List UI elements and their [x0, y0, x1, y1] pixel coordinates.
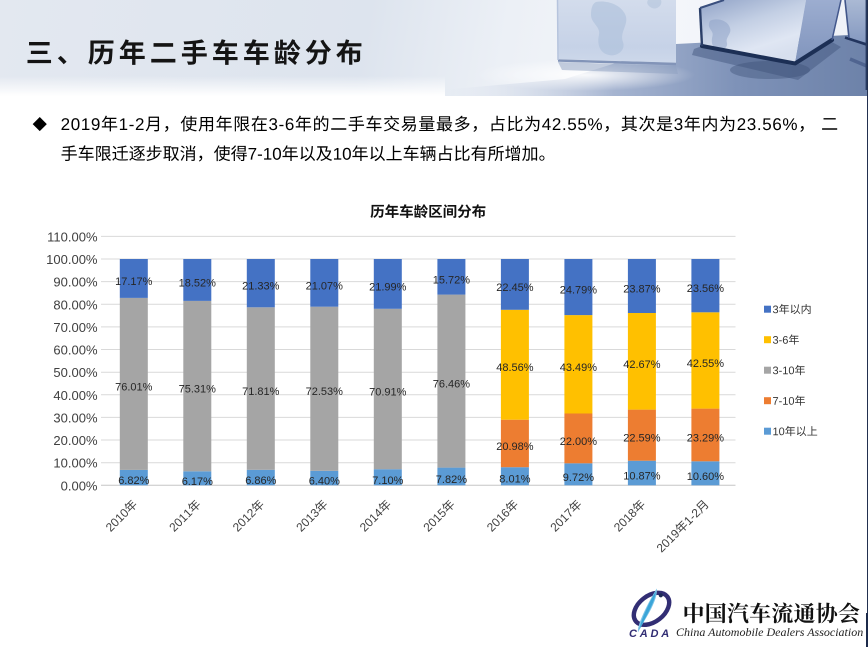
- svg-text:20.00%: 20.00%: [53, 433, 98, 448]
- svg-text:10.00%: 10.00%: [53, 456, 98, 471]
- svg-text:24.79%: 24.79%: [560, 285, 598, 297]
- svg-text:40.00%: 40.00%: [53, 388, 98, 403]
- svg-text:90.00%: 90.00%: [53, 275, 98, 290]
- svg-text:43.49%: 43.49%: [560, 362, 598, 374]
- svg-text:60.00%: 60.00%: [53, 343, 98, 358]
- svg-text:21.99%: 21.99%: [369, 281, 407, 293]
- svg-text:18.52%: 18.52%: [179, 278, 217, 290]
- svg-text:22.59%: 22.59%: [623, 433, 661, 445]
- svg-text:6.40%: 6.40%: [309, 476, 340, 488]
- svg-text:76.46%: 76.46%: [433, 379, 471, 391]
- svg-text:50.00%: 50.00%: [53, 365, 98, 380]
- svg-text:22.45%: 22.45%: [496, 282, 534, 294]
- svg-text:15.72%: 15.72%: [433, 274, 471, 286]
- svg-text:10.87%: 10.87%: [623, 471, 661, 483]
- svg-text:6.82%: 6.82%: [118, 475, 149, 487]
- svg-text:80.00%: 80.00%: [53, 297, 98, 312]
- svg-text:8.01%: 8.01%: [499, 474, 530, 486]
- svg-text:70.91%: 70.91%: [369, 387, 407, 399]
- svg-text:7.82%: 7.82%: [436, 474, 467, 486]
- svg-text:72.53%: 72.53%: [306, 386, 344, 398]
- svg-text:21.33%: 21.33%: [242, 281, 280, 293]
- svg-text:17.17%: 17.17%: [115, 276, 153, 288]
- svg-text:9.72%: 9.72%: [563, 472, 594, 484]
- svg-text:76.01%: 76.01%: [115, 381, 153, 393]
- svg-text:22.00%: 22.00%: [560, 436, 598, 448]
- svg-text:100.00%: 100.00%: [46, 252, 98, 267]
- svg-text:23.56%: 23.56%: [687, 283, 725, 295]
- svg-text:0.00%: 0.00%: [61, 478, 98, 493]
- svg-text:71.81%: 71.81%: [242, 386, 280, 398]
- svg-text:23.29%: 23.29%: [687, 433, 725, 445]
- svg-text:48.56%: 48.56%: [496, 362, 534, 374]
- svg-text:70.00%: 70.00%: [53, 320, 98, 335]
- svg-text:75.31%: 75.31%: [179, 384, 217, 396]
- svg-text:42.67%: 42.67%: [623, 359, 661, 371]
- svg-text:30.00%: 30.00%: [53, 410, 98, 425]
- svg-text:6.17%: 6.17%: [182, 476, 213, 488]
- svg-text:42.55%: 42.55%: [687, 358, 725, 370]
- svg-text:21.07%: 21.07%: [306, 280, 344, 292]
- svg-text:110.00%: 110.00%: [47, 229, 98, 244]
- svg-text:6.86%: 6.86%: [245, 475, 276, 487]
- svg-text:23.87%: 23.87%: [623, 284, 661, 296]
- svg-text:10.60%: 10.60%: [687, 471, 725, 483]
- svg-text:7.10%: 7.10%: [372, 475, 403, 487]
- svg-text:20.98%: 20.98%: [496, 441, 534, 453]
